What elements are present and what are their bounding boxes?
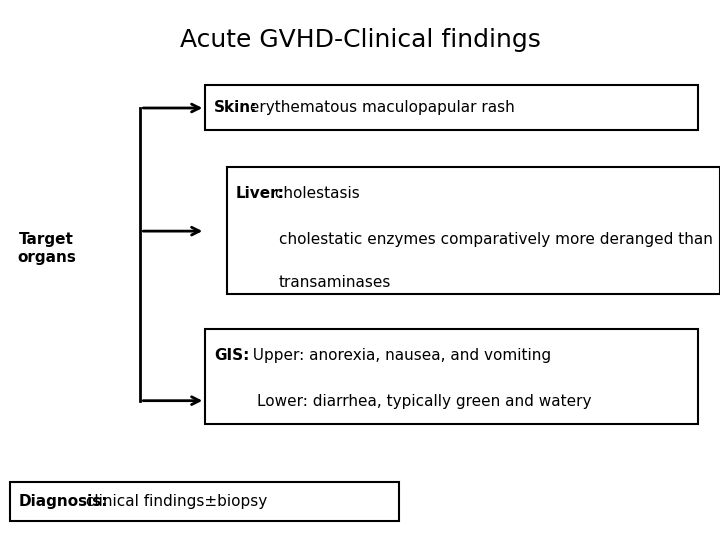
Text: Target
organs: Target organs (17, 232, 76, 265)
Text: GIS:: GIS: (214, 348, 249, 363)
Text: Acute GVHD-Clinical findings: Acute GVHD-Clinical findings (179, 29, 541, 52)
Text: cholestatic enzymes comparatively more deranged than: cholestatic enzymes comparatively more d… (279, 232, 713, 247)
Text: Upper: anorexia, nausea, and vomiting: Upper: anorexia, nausea, and vomiting (243, 348, 551, 363)
Text: clinical findings±biopsy: clinical findings±biopsy (81, 494, 268, 509)
Text: Diagnosis:: Diagnosis: (19, 494, 108, 509)
Text: Skin:: Skin: (214, 100, 257, 115)
Text: Liver:: Liver: (235, 186, 284, 201)
Text: Lower: diarrhea, typically green and watery: Lower: diarrhea, typically green and wat… (257, 394, 592, 409)
Text: erythematous maculopapular rash: erythematous maculopapular rash (245, 100, 515, 115)
Text: cholestasis: cholestasis (270, 186, 360, 201)
Text: transaminases: transaminases (279, 275, 391, 290)
